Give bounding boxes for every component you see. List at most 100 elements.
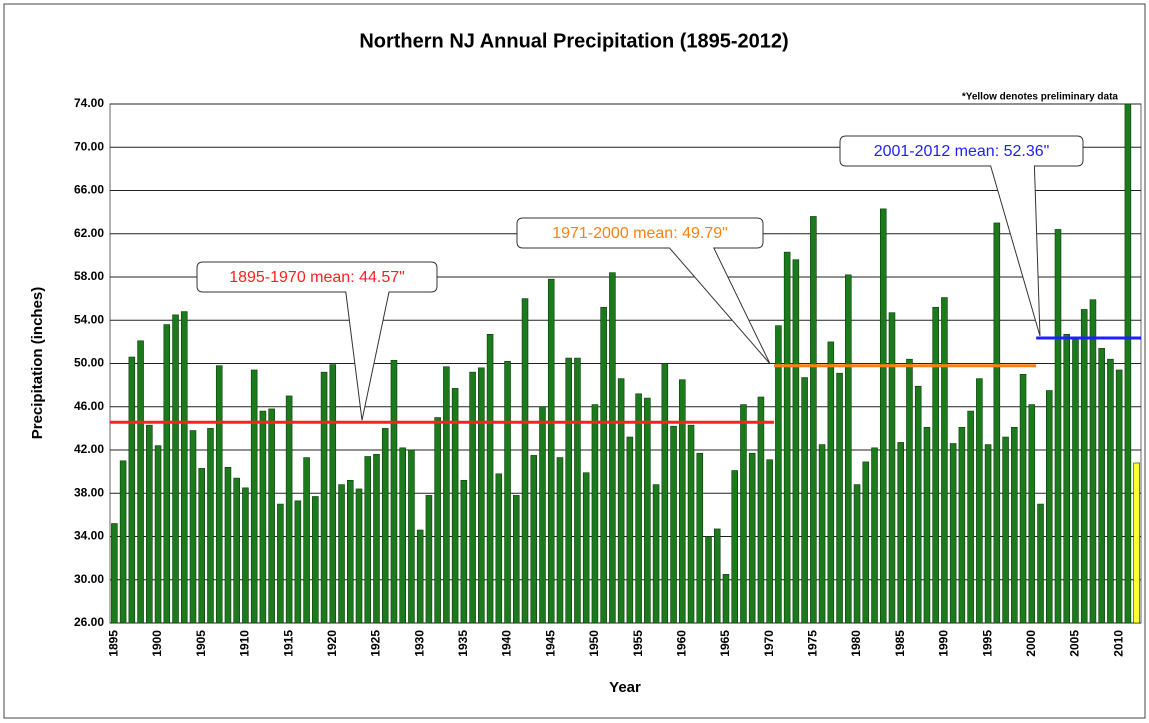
bar (478, 367, 485, 624)
bar (320, 371, 328, 624)
bar (530, 455, 538, 624)
y-tick-label: 70.00 (74, 139, 104, 153)
bar (984, 444, 992, 624)
bar (416, 529, 424, 624)
bar (941, 297, 948, 624)
bar (224, 466, 232, 624)
bar (626, 436, 634, 624)
bar (277, 503, 284, 624)
bar (434, 417, 441, 624)
bar (757, 396, 765, 624)
y-axis-label: Precipitation (inches) (29, 287, 46, 440)
bar (783, 251, 791, 624)
bar (1089, 299, 1097, 624)
bar (810, 216, 817, 624)
bar (443, 366, 450, 624)
bar (268, 408, 275, 624)
x-tick-label: 1980 (849, 630, 863, 657)
bar (172, 314, 179, 624)
bar (146, 424, 153, 624)
callout-label: 1971-2000 mean: 49.79" (552, 225, 728, 242)
bar (932, 306, 939, 624)
bar (1037, 503, 1044, 624)
x-axis-label: Year (609, 679, 641, 696)
bar (294, 500, 302, 624)
x-tick-label: 1985 (893, 630, 907, 657)
bar (661, 363, 669, 624)
bar (425, 495, 433, 624)
y-tick-label: 26.00 (74, 615, 104, 629)
x-tick-label: 1990 (937, 630, 951, 657)
bar (949, 443, 957, 624)
bar (801, 377, 808, 624)
callout-label: 1895-1970 mean: 44.57" (229, 269, 405, 286)
y-tick-label: 34.00 (74, 529, 104, 543)
bar (347, 479, 354, 624)
y-tick-label: 62.00 (74, 226, 104, 240)
bar (827, 341, 835, 624)
bar (250, 369, 258, 624)
bar (215, 365, 223, 624)
y-tick-label: 58.00 (74, 269, 104, 283)
bar (1002, 436, 1009, 624)
bar (189, 430, 197, 624)
callout (516, 217, 771, 365)
bar (137, 340, 144, 624)
bar (513, 495, 520, 624)
bar (713, 528, 721, 624)
bar (722, 574, 730, 624)
bar (408, 449, 415, 624)
bar (591, 404, 599, 624)
y-tick-label: 42.00 (74, 442, 104, 456)
y-tick-label: 38.00 (74, 485, 104, 499)
y-tick-label: 46.00 (74, 399, 104, 413)
y-tick-label: 54.00 (74, 312, 104, 326)
x-tick-label: 1925 (369, 630, 383, 657)
bar (1019, 374, 1027, 624)
bar (128, 356, 136, 624)
bar (233, 477, 240, 624)
bar (451, 388, 459, 624)
bar (355, 488, 363, 624)
bar (312, 496, 319, 624)
y-tick-label: 50.00 (74, 356, 104, 370)
bar (705, 536, 712, 624)
callout (196, 261, 438, 421)
y-tick-label: 74.00 (74, 96, 104, 110)
bar (521, 298, 529, 624)
x-tick-label: 1910 (238, 630, 252, 657)
x-tick-label: 1920 (325, 630, 339, 657)
bar (111, 523, 118, 624)
bar (556, 457, 564, 624)
bar (993, 222, 1001, 624)
bar (775, 325, 782, 624)
x-tick-label: 1955 (631, 630, 645, 657)
bar (565, 357, 572, 624)
bar (679, 379, 686, 624)
x-tick-label: 1975 (806, 630, 820, 657)
bar (329, 364, 337, 624)
bar (119, 460, 127, 624)
x-tick-label: 1965 (718, 630, 732, 657)
bar (303, 457, 310, 624)
x-tick-label: 2000 (1024, 630, 1038, 657)
bar (504, 361, 511, 624)
x-tick-label: 1995 (980, 630, 994, 657)
bar (644, 397, 651, 624)
bar (381, 428, 389, 624)
bar (967, 410, 974, 624)
bar (740, 404, 747, 624)
bar (1133, 462, 1140, 624)
x-tick-label: 1900 (150, 630, 164, 657)
bar (163, 324, 171, 624)
bar (836, 372, 843, 624)
bar (547, 278, 555, 624)
bar (259, 410, 267, 624)
bar (609, 272, 616, 624)
bar (364, 456, 372, 624)
note: *Yellow denotes preliminary data (962, 92, 1119, 103)
y-tick-label: 66.00 (74, 183, 104, 197)
bar (1028, 404, 1036, 624)
bar (976, 378, 983, 624)
